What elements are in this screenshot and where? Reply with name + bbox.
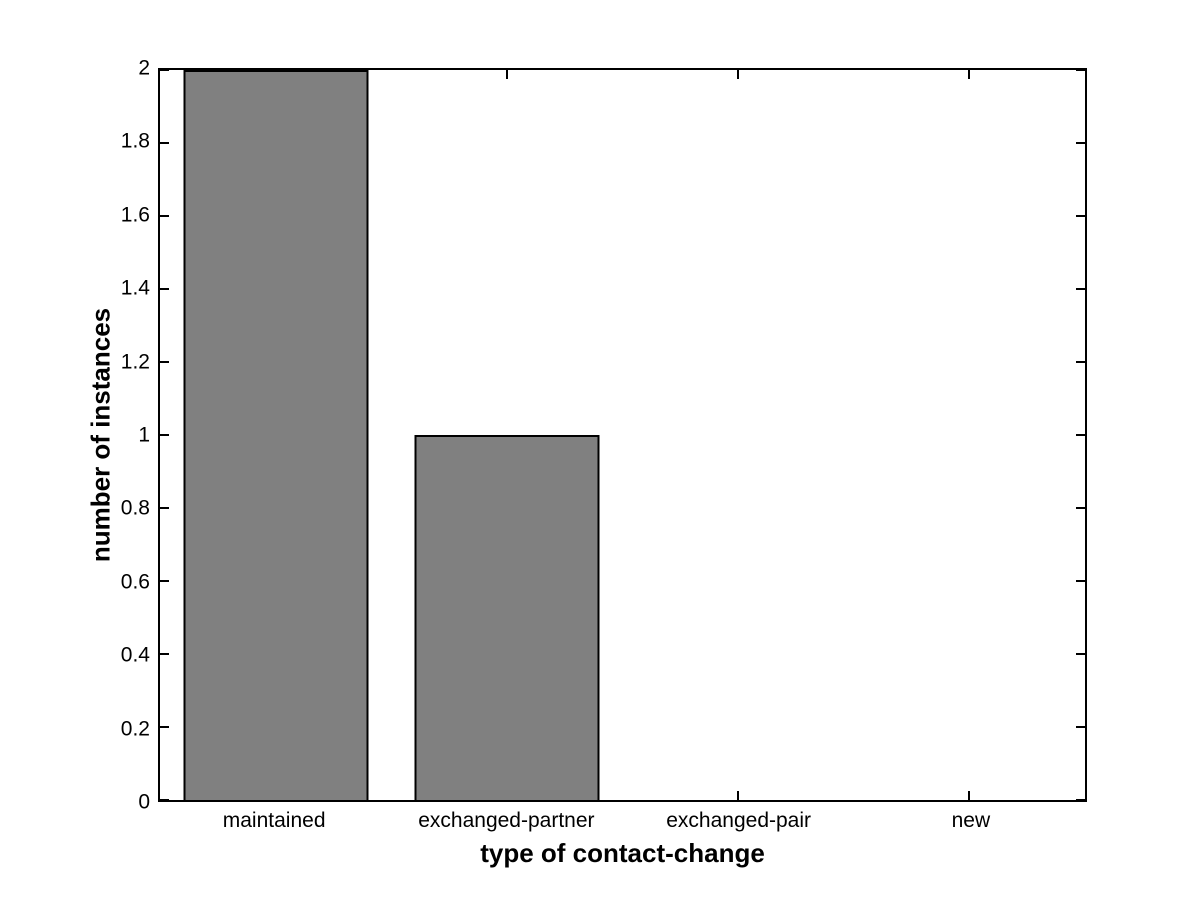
x-tick-label: maintained xyxy=(222,809,326,832)
y-tick-mark xyxy=(1076,434,1085,436)
y-axis-label: number of instances xyxy=(85,307,116,563)
y-tick-mark xyxy=(160,215,169,217)
y-tick-mark xyxy=(1076,142,1085,144)
y-tick-label: 0.4 xyxy=(120,643,150,667)
y-tick-label: 0.6 xyxy=(120,570,150,594)
y-tick-mark xyxy=(160,726,169,728)
y-tick-label: 1 xyxy=(138,423,150,447)
y-tick-mark xyxy=(1076,288,1085,290)
y-tick-mark xyxy=(160,507,169,509)
y-tick-label: 1.2 xyxy=(120,350,150,374)
y-tick-mark xyxy=(1076,653,1085,655)
y-tick-label: 0 xyxy=(138,790,150,814)
y-tick-mark xyxy=(160,799,169,801)
y-tick-mark xyxy=(160,288,169,290)
bar-maintained xyxy=(183,70,369,800)
x-axis-label: type of contact-change xyxy=(480,838,765,868)
y-tick-mark xyxy=(160,434,169,436)
x-tick-label: new xyxy=(951,809,991,832)
x-tick-label: exchanged-partner xyxy=(418,809,595,832)
bar-exchanged-partner xyxy=(414,435,600,800)
y-tick-mark xyxy=(1076,726,1085,728)
x-tick-mark xyxy=(737,70,740,79)
plot-area xyxy=(158,68,1087,802)
y-axis-tick-labels: 0 0.2 0.4 0.6 0.8 1 1.2 1.4 1.6 1.8 2 xyxy=(0,58,150,813)
y-tick-mark xyxy=(1076,361,1085,363)
y-tick-mark xyxy=(1076,799,1085,801)
y-tick-label: 1.4 xyxy=(120,276,150,300)
y-tick-label: 2 xyxy=(138,56,150,80)
y-tick-mark xyxy=(160,69,169,71)
y-tick-mark xyxy=(1076,69,1085,71)
x-tick-label: exchanged-pair xyxy=(666,809,812,832)
y-tick-label: 1.8 xyxy=(120,129,150,153)
x-tick-mark xyxy=(968,791,971,800)
x-axis-tick-labels: maintained exchanged-partner exchanged-pai… xyxy=(158,809,1087,837)
y-tick-mark xyxy=(160,142,169,144)
y-tick-mark xyxy=(160,580,169,582)
y-tick-mark xyxy=(1076,580,1085,582)
y-tick-label: 1.6 xyxy=(120,203,150,227)
y-tick-mark xyxy=(160,653,169,655)
x-tick-mark xyxy=(968,70,971,79)
y-tick-label: 0.2 xyxy=(120,717,150,741)
y-tick-mark xyxy=(160,361,169,363)
y-tick-label: 0.8 xyxy=(120,496,150,520)
y-tick-mark xyxy=(1076,215,1085,217)
y-tick-mark xyxy=(1076,507,1085,509)
x-tick-mark xyxy=(737,791,740,800)
x-tick-mark xyxy=(505,70,508,79)
